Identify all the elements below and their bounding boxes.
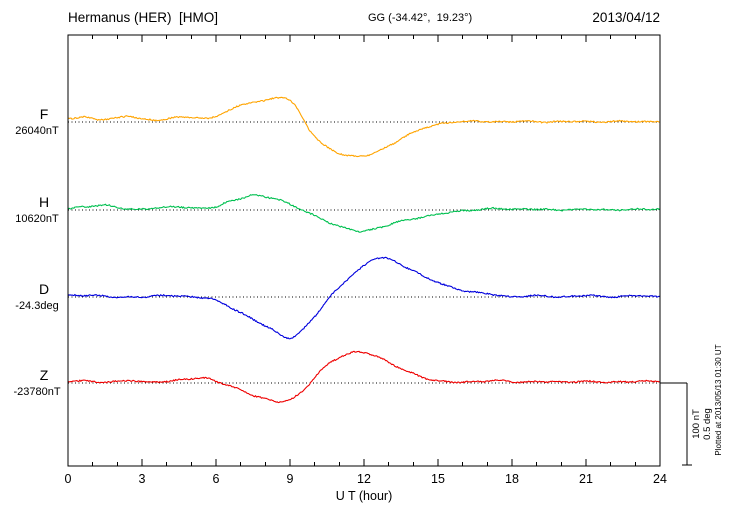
x-tick-label-21: 21 (579, 472, 593, 486)
trace-H (67, 194, 661, 233)
series-letter-Z: Z (40, 367, 49, 383)
series-baseline-value-Z: -23780nT (13, 386, 60, 398)
scale-label-deg: 0.5 deg (702, 408, 713, 440)
x-tick-label-6: 6 (213, 472, 220, 486)
scale-label-nt: 100 nT (691, 409, 702, 439)
chart-coordinates: GG (-34.42°, 19.23°) (368, 12, 472, 24)
series-letter-H: H (39, 194, 49, 210)
chart-date: 2013/04/12 (592, 10, 660, 25)
series-baseline-value-D: -24.3deg (15, 300, 58, 312)
x-tick-label-0: 0 (65, 472, 72, 486)
x-tick-label-9: 9 (287, 472, 294, 486)
grid-layer (67, 35, 661, 466)
series-baseline-value-F: 26040nT (15, 125, 59, 137)
series-letter-F: F (40, 106, 49, 122)
trace-F (67, 96, 661, 158)
labels-layer: 0 3 6 9 12 15 18 21 24 F 26040nT H 10620nT D -24.3deg Z… (13, 106, 667, 486)
x-tick-label-12: 12 (357, 472, 371, 486)
series-letter-D: D (39, 281, 49, 297)
plot-border (67, 34, 661, 467)
plotted-at-note: Plotted at 2013/05/13 01:30 UT (714, 344, 723, 455)
x-tick-label-24: 24 (653, 472, 667, 486)
traces-layer (67, 96, 661, 404)
x-tick-label-15: 15 (431, 472, 445, 486)
trace-Z (67, 350, 661, 404)
x-tick-label-3: 3 (139, 472, 146, 486)
scale-bar (660, 382, 692, 466)
xaxis-title: U T (hour) (336, 489, 393, 503)
trace-D (67, 256, 661, 340)
series-baseline-value-H: 10620nT (15, 213, 59, 225)
chart-title: Hermanus (HER) [HMO] (68, 10, 218, 25)
x-tick-label-18: 18 (505, 472, 519, 486)
